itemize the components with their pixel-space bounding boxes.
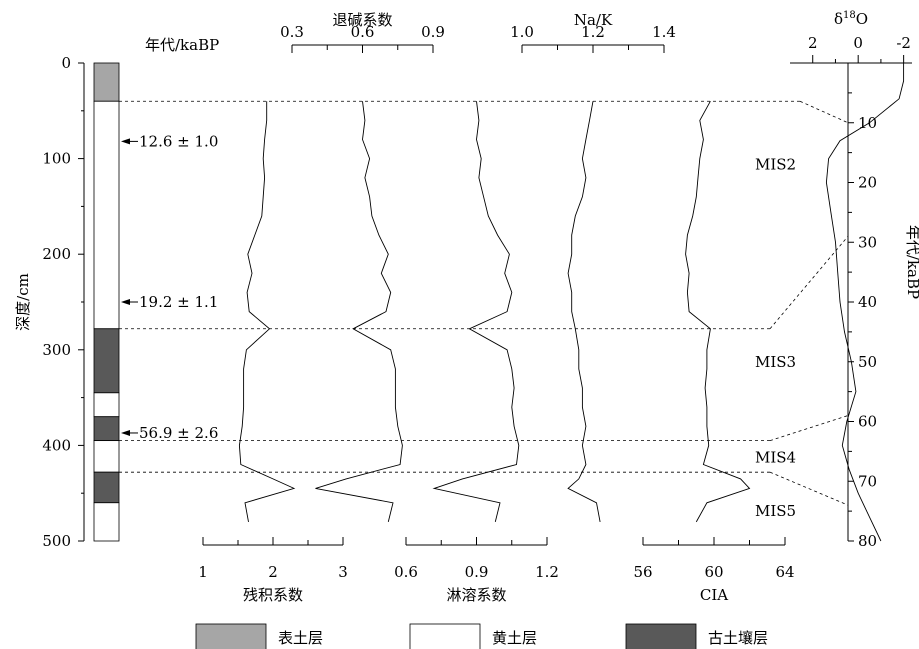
date-arrow-icon	[121, 138, 130, 145]
legend-swatch	[195, 623, 267, 649]
series-line	[685, 100, 751, 523]
d18o-line	[825, 63, 905, 542]
mis-label: MIS4	[755, 448, 796, 466]
mis-stage-labels: MIS2 MIS3 MIS4 MIS5	[755, 156, 796, 521]
series-tick-label: 0.6	[394, 563, 418, 581]
series-line	[315, 101, 403, 523]
stratum-band	[93, 328, 120, 394]
proxy-curves	[238, 100, 751, 523]
age-tick-label: 30	[858, 233, 877, 251]
depth-tick-label: 0	[61, 54, 71, 72]
legend-label: 古土壤层	[708, 629, 768, 647]
stratum-band	[93, 471, 120, 504]
legend-label: 黄土层	[492, 629, 537, 647]
age-tick-label: 40	[858, 293, 877, 311]
series-tick-label: 1.2	[535, 563, 559, 581]
date-label: 56.9 ± 2.6	[139, 424, 218, 442]
series-axis-title: CIA	[700, 586, 728, 604]
d18o-tick-label: 2	[808, 34, 818, 52]
age-tick-label: 20	[858, 174, 877, 192]
series-line	[432, 101, 520, 523]
age-tick-label: 70	[858, 472, 877, 490]
legend-label: 表土层	[278, 629, 323, 647]
series-axis-title: 退碱系数	[332, 11, 392, 29]
series-tick-label: 1.0	[510, 23, 534, 41]
boundary-connector-line	[769, 415, 849, 442]
stratum-band	[93, 502, 120, 542]
stratum-band	[93, 392, 120, 418]
date-arrow-icon	[121, 299, 130, 305]
boundary-connector-line	[769, 471, 849, 506]
d18o-axis-title: δ18O	[834, 10, 868, 28]
boundary-connector-line	[769, 236, 849, 330]
age-tick-label: 80	[858, 532, 877, 550]
mis-label: MIS2	[755, 156, 796, 174]
date-label: 19.2 ± 1.1	[139, 293, 218, 311]
legend-swatch	[409, 623, 481, 649]
series-axis-title: Na/K	[574, 11, 613, 29]
stratum-band	[93, 100, 120, 330]
series-tick-label: 1.2	[581, 23, 605, 41]
d18o-tick-label: 0	[853, 34, 863, 52]
legend: 表土层 黄土层 古土壤层	[195, 623, 768, 649]
d18o-tick-label: -2	[896, 34, 911, 52]
series-tick-label: 1	[198, 563, 208, 581]
series-tick-label: 2	[268, 563, 278, 581]
series-tick-label: 3	[338, 563, 348, 581]
depth-tick-label: 400	[42, 436, 71, 454]
series-tick-label: 60	[704, 563, 723, 581]
depth-tick-label: 300	[42, 341, 71, 359]
series-line	[567, 101, 601, 522]
stratum-band	[93, 62, 120, 102]
series-tick-label: 1.4	[652, 23, 676, 41]
depth-axis-label: 深度/cm	[14, 273, 32, 331]
age-tick-label: 50	[858, 353, 877, 371]
stratigraphic-column	[93, 62, 120, 542]
depth-tick-label: 500	[42, 532, 71, 550]
series-line	[238, 101, 296, 522]
age-axis: 10 20 30 40 50 60 70 80 年代/kaBP	[847, 63, 919, 550]
mis-label: MIS3	[755, 353, 796, 371]
depth-tick-label: 100	[42, 150, 71, 168]
date-label: 12.6 ± 1.0	[139, 132, 218, 150]
age-column-header: 年代/kaBP	[145, 36, 219, 54]
series-axis-title: 残积系数	[243, 586, 303, 604]
series-tick-label: 64	[775, 563, 794, 581]
age-tick-label: 10	[858, 114, 877, 132]
date-markers: 12.6 ± 1.0 19.2 ± 1.1 56.9 ± 2.6	[121, 132, 218, 442]
series-tick-label: 0.9	[465, 563, 489, 581]
date-arrow-icon	[121, 429, 130, 436]
series-axis-title: 淋溶系数	[446, 586, 506, 604]
depth-axis: 0 100 200 300 400 500 深度/cm	[14, 54, 85, 550]
stratum-band	[93, 416, 120, 442]
age-tick-label: 60	[858, 413, 877, 431]
age-axis-label: 年代/kaBP	[904, 225, 919, 299]
mis-label: MIS5	[755, 502, 796, 520]
series-tick-label: 0.9	[421, 23, 445, 41]
depth-tick-label: 200	[42, 245, 71, 263]
legend-swatch	[625, 623, 697, 649]
boundary-lines	[119, 100, 849, 506]
series-tick-label: 56	[633, 563, 652, 581]
stratum-band	[93, 440, 120, 473]
series-tick-label: 0.3	[280, 23, 304, 41]
series-tick-label: 0.6	[351, 23, 375, 41]
boundary-connector-line	[799, 100, 849, 124]
